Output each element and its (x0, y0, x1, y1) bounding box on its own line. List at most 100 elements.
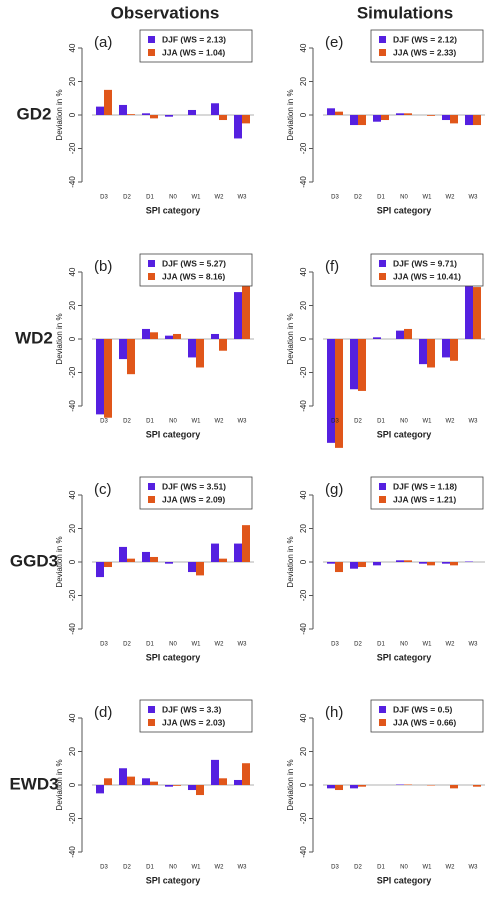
legend-swatch (379, 49, 386, 56)
x-tick-label: W3 (238, 865, 248, 871)
y-axis-label: Deviation in % (286, 313, 295, 364)
bar (335, 111, 343, 115)
legend-swatch (148, 496, 155, 503)
legend-label: DJF (WS = 0.5) (393, 704, 452, 714)
x-tick-label: D2 (354, 642, 362, 648)
x-tick-label: N0 (169, 419, 177, 425)
x-tick-label: W3 (238, 419, 248, 425)
x-tick-label: D1 (146, 195, 154, 201)
bar (234, 292, 242, 339)
y-tick-label: -20 (299, 366, 308, 378)
x-tick-label: D3 (331, 865, 339, 871)
bar (96, 562, 104, 578)
legend-swatch (379, 36, 386, 43)
bar (104, 339, 112, 418)
y-axis-label: Deviation in % (55, 313, 64, 364)
bar (335, 562, 343, 573)
panel-label: (c) (94, 481, 112, 498)
bar (211, 103, 219, 115)
x-tick-label: D2 (123, 419, 131, 425)
y-tick-label: 20 (68, 524, 77, 533)
y-tick-label: 20 (299, 524, 308, 533)
bar (173, 333, 181, 339)
bar (188, 785, 196, 791)
bar (404, 560, 412, 562)
bar (234, 543, 242, 562)
bar (188, 109, 196, 115)
legend-box (139, 699, 253, 733)
bar (442, 115, 450, 121)
bar (350, 339, 358, 390)
bar (219, 558, 227, 562)
bar (219, 115, 227, 121)
y-tick-label: 0 (68, 782, 77, 787)
x-axis-label: SPI category (377, 652, 432, 662)
panel-label: (f) (325, 258, 339, 275)
bar (104, 562, 112, 568)
bar (119, 104, 127, 115)
y-tick-label: 40 (68, 713, 77, 722)
x-tick-label: D2 (123, 642, 131, 648)
bar (165, 335, 173, 339)
legend-swatch (379, 260, 386, 267)
x-tick-label: D2 (123, 865, 131, 871)
bar (96, 339, 104, 415)
bar (442, 339, 450, 358)
bar (404, 784, 412, 785)
x-tick-label: D1 (146, 865, 154, 871)
x-tick-label: W1 (192, 419, 202, 425)
bar (150, 332, 158, 339)
bar (150, 556, 158, 562)
legend-label: DJF (WS = 5.27) (162, 258, 226, 268)
legend-label: JJA (WS = 8.16) (162, 271, 225, 281)
legend-swatch (379, 496, 386, 503)
panel-label: (e) (325, 34, 343, 51)
bar (127, 558, 135, 562)
y-tick-label: 0 (299, 782, 308, 787)
bar (381, 115, 389, 121)
x-tick-label: D2 (354, 865, 362, 871)
x-tick-label: D3 (100, 642, 108, 648)
bar (196, 339, 204, 368)
bar (142, 328, 150, 339)
bar (127, 776, 135, 785)
y-tick-label: 20 (68, 77, 77, 86)
bar (242, 261, 250, 339)
bar (119, 546, 127, 562)
x-tick-label: D1 (377, 865, 385, 871)
bar (465, 115, 473, 126)
bar (373, 337, 381, 339)
x-axis-label: SPI category (377, 205, 432, 215)
x-tick-label: W1 (192, 865, 202, 871)
panel-label: (g) (325, 481, 343, 498)
x-tick-label: W2 (446, 195, 456, 201)
y-tick-label: -40 (68, 623, 77, 635)
legend-label: DJF (WS = 3.3) (162, 704, 221, 714)
legend-swatch (148, 273, 155, 280)
y-tick-label: -40 (299, 623, 308, 635)
bar (104, 89, 112, 115)
y-axis-label: Deviation in % (55, 89, 64, 140)
bar (127, 339, 135, 375)
x-tick-label: W3 (469, 865, 479, 871)
legend-label: DJF (WS = 9.71) (393, 258, 457, 268)
bar (450, 339, 458, 361)
x-tick-label: W1 (423, 865, 433, 871)
legend-label: DJF (WS = 2.13) (162, 34, 226, 44)
x-tick-label: W1 (423, 419, 433, 425)
bar (465, 282, 473, 339)
x-tick-label: W1 (423, 195, 433, 201)
bar (173, 785, 181, 786)
x-tick-label: W2 (215, 865, 225, 871)
row-label: EWD3 (9, 774, 58, 793)
x-tick-label: W1 (192, 642, 202, 648)
bar (211, 543, 219, 562)
bar (242, 115, 250, 124)
x-tick-label: D2 (354, 195, 362, 201)
legend-label: DJF (WS = 3.51) (162, 481, 226, 491)
y-tick-label: 40 (68, 43, 77, 52)
y-tick-label: 0 (299, 336, 308, 341)
bar (450, 785, 458, 789)
y-tick-label: 40 (68, 490, 77, 499)
y-tick-label: 0 (68, 112, 77, 117)
